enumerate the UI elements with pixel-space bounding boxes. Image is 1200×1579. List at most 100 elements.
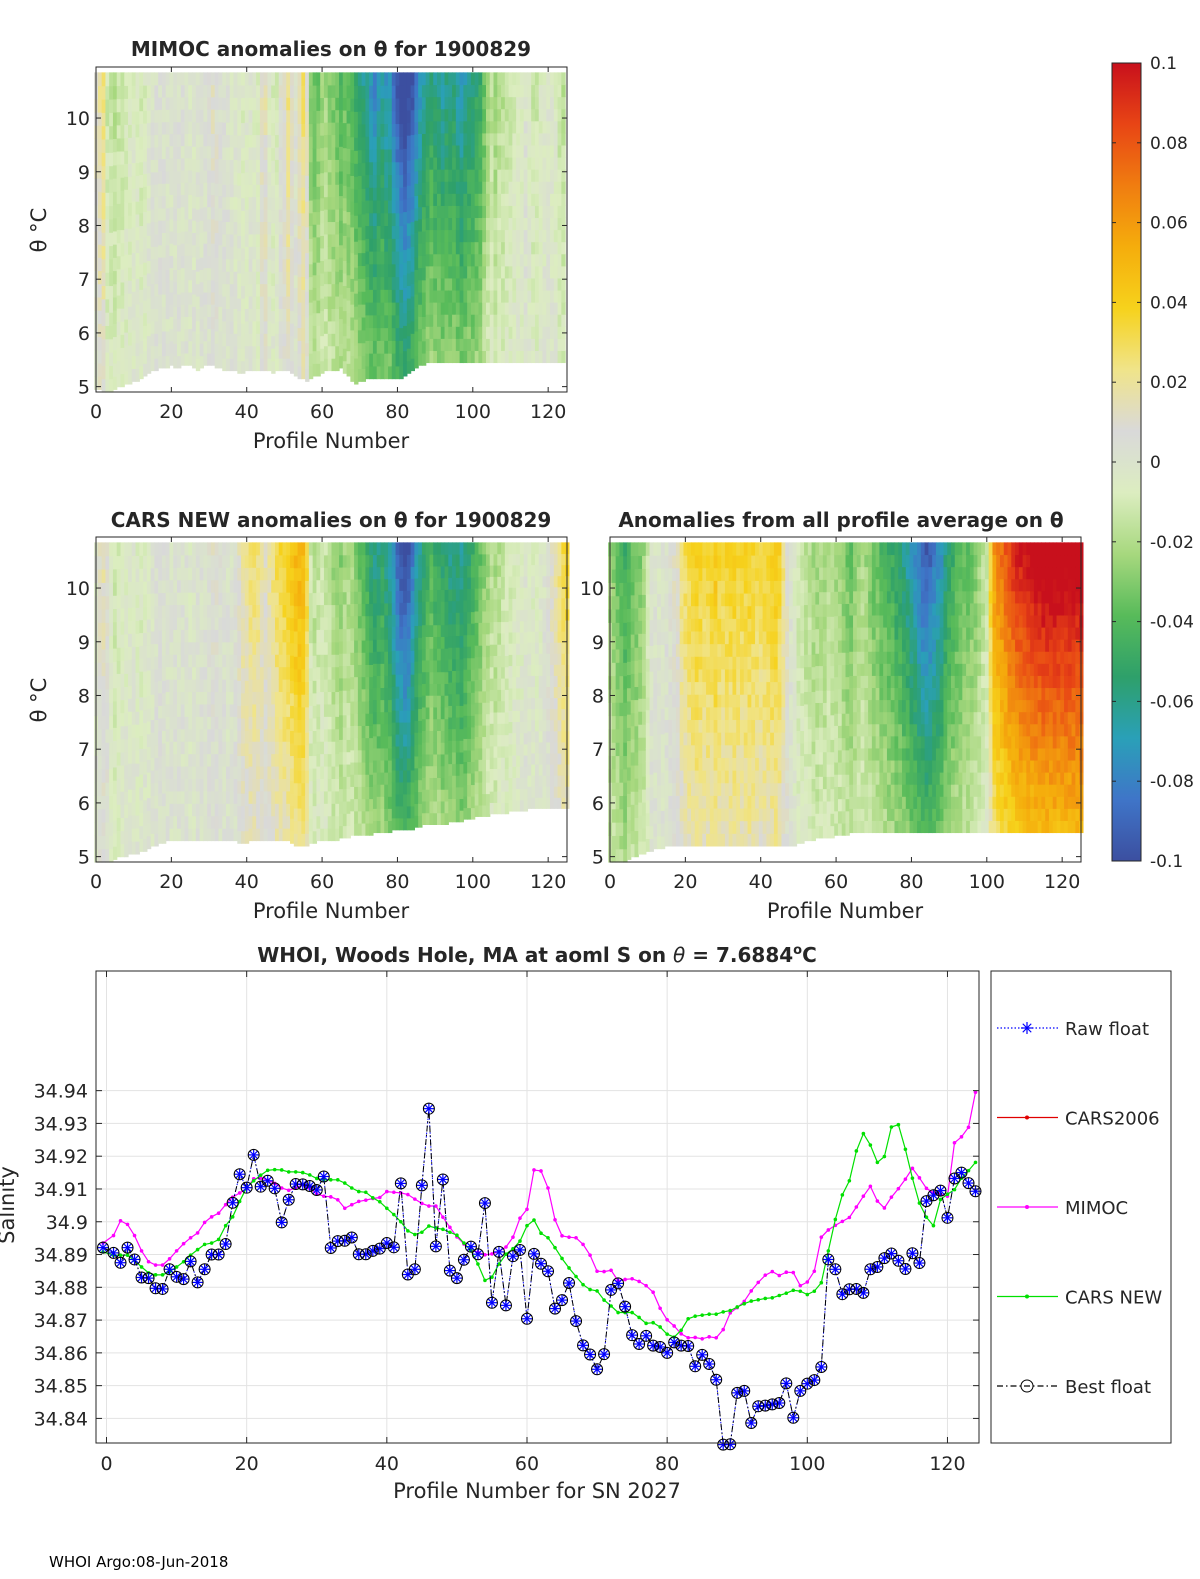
heatmap-cell	[527, 338, 531, 351]
heatmap-cell	[98, 609, 102, 623]
heatmap-cell	[132, 240, 136, 253]
heatmap-cell	[433, 169, 437, 182]
heatmap-cell	[441, 326, 445, 339]
heatmap-cell	[120, 713, 124, 727]
heatmap-cell	[166, 567, 170, 580]
heatmap-cell	[132, 124, 136, 137]
heatmap-cell	[365, 738, 369, 751]
heatmap-cell	[237, 593, 241, 606]
heatmap-cell	[105, 636, 109, 650]
heatmap-cell	[162, 331, 166, 344]
heatmap-cell	[207, 642, 211, 655]
heatmap-cell	[527, 84, 531, 97]
heatmap-cell	[305, 188, 309, 201]
heatmap-cell	[380, 542, 384, 555]
heatmap-cell	[245, 172, 249, 185]
heatmap-cell	[113, 310, 117, 324]
heatmap-cell	[294, 211, 298, 224]
heatmap-cell	[158, 618, 162, 631]
heatmap-cell	[497, 338, 501, 351]
heatmap-cell	[350, 774, 354, 787]
y-tick-label: 8	[78, 215, 90, 237]
heatmap-cell	[350, 555, 354, 568]
heatmap-cell	[305, 631, 309, 644]
heatmap-cell	[403, 237, 407, 250]
heatmap-cell	[275, 172, 279, 185]
heatmap-cell	[396, 289, 400, 302]
heatmap-cell	[286, 679, 290, 692]
heatmap-cell	[418, 219, 422, 232]
heatmap-cell	[98, 716, 102, 730]
heatmap-cell	[181, 778, 185, 791]
heatmap-cell	[343, 185, 347, 198]
heatmap-cell	[271, 135, 275, 148]
heatmap-cell	[380, 328, 384, 341]
heatmap-cell	[279, 147, 283, 160]
heatmap-cell	[264, 791, 268, 804]
heatmap-cell	[279, 816, 283, 829]
heatmap-cell	[309, 200, 313, 213]
heatmap-cell	[452, 109, 456, 122]
heatmap-cell	[335, 754, 339, 767]
heatmap-cell	[535, 169, 539, 182]
heatmap-cell	[520, 181, 524, 194]
heatmap-cell	[241, 542, 245, 555]
heatmap-cell	[335, 542, 339, 555]
heatmap-cell	[222, 580, 226, 593]
heatmap-cell	[196, 654, 200, 667]
heatmap-cell	[324, 358, 328, 371]
heatmap-cell	[105, 272, 109, 286]
heatmap-cell	[102, 609, 106, 623]
heatmap-cell	[490, 290, 494, 303]
heatmap-cell	[264, 617, 268, 630]
heatmap-cell	[120, 765, 124, 779]
heatmap-cell	[267, 555, 271, 568]
heatmap-cell	[365, 786, 369, 799]
heatmap-cell	[516, 217, 520, 230]
heatmap-cell	[264, 172, 268, 185]
heatmap-cell	[177, 122, 181, 135]
heatmap-cell	[343, 336, 347, 349]
heatmap-cell	[203, 617, 207, 630]
heatmap-cell	[98, 822, 102, 836]
heatmap-cell	[162, 85, 166, 98]
heatmap-cell	[279, 754, 283, 767]
heatmap-cell	[377, 111, 381, 124]
heatmap-cell	[543, 205, 547, 218]
heatmap-cell	[418, 243, 422, 256]
heatmap-cell	[173, 654, 177, 667]
heatmap-cell	[433, 133, 437, 146]
heatmap-cell	[181, 629, 185, 642]
heatmap-cell	[561, 266, 565, 279]
heatmap-cell	[494, 193, 498, 206]
heatmap-cell	[215, 257, 219, 270]
heatmap-cell	[467, 205, 471, 218]
heatmap-cell	[335, 592, 339, 605]
heatmap-cell	[316, 237, 320, 250]
heatmap-cell	[418, 121, 422, 134]
heatmap-cell	[460, 157, 464, 170]
heatmap-cell	[188, 109, 192, 122]
heatmap-cell	[230, 791, 234, 804]
heatmap-cell	[328, 691, 332, 704]
heatmap-cell	[120, 791, 124, 805]
heatmap-cell	[452, 181, 456, 194]
heatmap-cell	[301, 707, 305, 720]
heatmap-cell	[441, 133, 445, 146]
heatmap-cell	[384, 225, 388, 238]
heatmap-cell	[309, 264, 313, 277]
heatmap-cell	[316, 555, 320, 568]
heatmap-cell	[490, 302, 494, 315]
heatmap-cell	[411, 246, 415, 259]
heatmap-cell	[332, 580, 336, 593]
heatmap-cell	[264, 159, 268, 172]
heatmap-cell	[169, 691, 173, 704]
heatmap-cell	[188, 679, 192, 692]
heatmap-cell	[139, 542, 143, 555]
heatmap-cell	[362, 701, 366, 714]
heatmap-cell	[188, 704, 192, 717]
heatmap-cell	[486, 314, 490, 327]
heatmap-cell	[151, 97, 155, 110]
heatmap-cell	[320, 642, 324, 655]
heatmap-cell	[531, 97, 535, 110]
